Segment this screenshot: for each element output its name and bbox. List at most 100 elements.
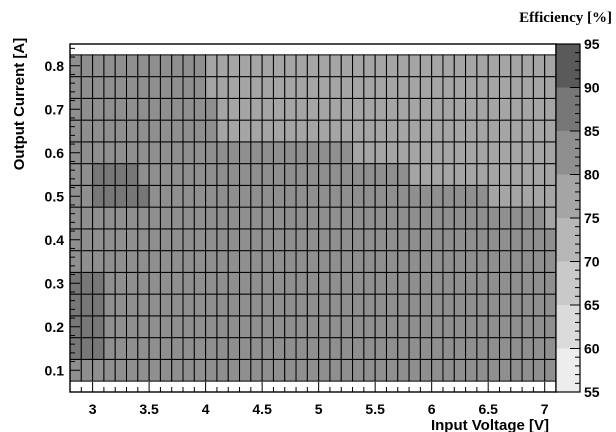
- colorbar-band: [556, 218, 580, 262]
- heatmap-cell: [69, 337, 82, 360]
- heatmap-cell: [397, 293, 410, 317]
- heatmap-cell: [137, 315, 150, 339]
- heatmap-cell: [510, 271, 523, 295]
- heatmap-cell: [80, 358, 94, 382]
- heatmap-cell: [306, 163, 320, 186]
- heatmap-cell: [487, 163, 500, 186]
- heatmap-cell: [148, 271, 161, 295]
- heatmap-cell: [510, 250, 523, 273]
- colorbar-band: [556, 348, 580, 392]
- heatmap-cell: [318, 250, 331, 273]
- heatmap-cell: [476, 315, 489, 339]
- heatmap-cell: [498, 358, 512, 382]
- heatmap-cell: [385, 184, 399, 208]
- heatmap-cell: [532, 337, 546, 360]
- heatmap-cell: [408, 315, 421, 339]
- heatmap-cell: [148, 184, 161, 208]
- heatmap-cell: [69, 250, 82, 273]
- heatmap-cell: [352, 54, 365, 78]
- heatmap-cell: [408, 97, 421, 121]
- heatmap-cell: [363, 271, 376, 295]
- heatmap-cell: [250, 163, 263, 186]
- heatmap-cell: [374, 141, 387, 165]
- heatmap-cell: [103, 250, 116, 273]
- heatmap-cell: [159, 206, 173, 230]
- heatmap-cell: [521, 141, 534, 165]
- heatmap-cell: [80, 76, 94, 99]
- heatmap-cell: [227, 76, 241, 99]
- heatmap-cell: [340, 163, 354, 186]
- heatmap-cell: [487, 54, 500, 78]
- heatmap-cell: [442, 315, 455, 339]
- heatmap-cell: [216, 206, 229, 230]
- heatmap-cell: [453, 184, 467, 208]
- heatmap-cell: [374, 228, 387, 252]
- heatmap-cell: [239, 358, 252, 382]
- heatmap-cell: [295, 358, 308, 382]
- heatmap-cell: [306, 293, 320, 317]
- colorbar-band: [556, 87, 580, 131]
- heatmap-cell: [442, 184, 455, 208]
- colorbar-title: Efficiency [%]: [519, 10, 612, 26]
- heatmap-cell: [92, 76, 105, 99]
- heatmap-cell: [250, 54, 263, 78]
- heatmap-cell: [159, 315, 173, 339]
- heatmap-cell: [431, 163, 444, 186]
- heatmap-cells: [69, 54, 557, 382]
- heatmap-cell: [216, 250, 229, 273]
- heatmap-cell: [306, 206, 320, 230]
- x-tick-label: 5.5: [365, 401, 385, 417]
- heatmap-cell: [284, 271, 297, 295]
- heatmap-cell: [239, 184, 252, 208]
- heatmap-cell: [182, 271, 195, 295]
- heatmap-cell: [442, 76, 455, 99]
- heatmap-cell: [250, 337, 263, 360]
- heatmap-cell: [363, 163, 376, 186]
- heatmap-cell: [69, 206, 82, 230]
- heatmap-cell: [159, 358, 173, 382]
- heatmap-cell: [363, 228, 376, 252]
- heatmap-cell: [442, 97, 455, 121]
- heatmap-cell: [397, 271, 410, 295]
- heatmap-cell: [340, 184, 354, 208]
- heatmap-cell: [397, 206, 410, 230]
- heatmap-cell: [193, 228, 207, 252]
- heatmap-cell: [363, 293, 376, 317]
- heatmap-cell: [148, 163, 161, 186]
- heatmap-cell: [272, 97, 286, 121]
- heatmap-cell: [227, 271, 241, 295]
- heatmap-cell: [193, 54, 207, 78]
- heatmap-cell: [250, 250, 263, 273]
- heatmap-cell: [216, 271, 229, 295]
- heatmap-cell: [295, 315, 308, 339]
- heatmap-cell: [431, 97, 444, 121]
- heatmap-cell: [148, 206, 161, 230]
- heatmap-cell: [476, 358, 489, 382]
- heatmap-cell: [476, 54, 489, 78]
- heatmap-cell: [318, 271, 331, 295]
- heatmap-cell: [419, 76, 433, 99]
- heatmap-cell: [385, 141, 399, 165]
- heatmap-cell: [103, 163, 116, 186]
- heatmap-cell: [510, 97, 523, 121]
- heatmap-cell: [250, 293, 263, 317]
- heatmap-cell: [239, 250, 252, 273]
- heatmap-cell: [239, 337, 252, 360]
- heatmap-cell: [137, 293, 150, 317]
- heatmap-cell: [453, 315, 467, 339]
- heatmap-cell: [476, 163, 489, 186]
- heatmap-cell: [193, 119, 207, 143]
- heatmap-cell: [227, 54, 241, 78]
- heatmap-cell: [182, 163, 195, 186]
- colorbar-tick-label: 80: [584, 167, 600, 183]
- heatmap-cell: [487, 358, 500, 382]
- heatmap-cell: [510, 337, 523, 360]
- heatmap-cell: [521, 76, 534, 99]
- heatmap-cell: [103, 358, 116, 382]
- heatmap-cell: [431, 337, 444, 360]
- heatmap-cell: [295, 54, 308, 78]
- heatmap-cell: [148, 141, 161, 165]
- heatmap-cell: [205, 97, 218, 121]
- heatmap-cell: [544, 228, 557, 252]
- heatmap-cell: [521, 315, 534, 339]
